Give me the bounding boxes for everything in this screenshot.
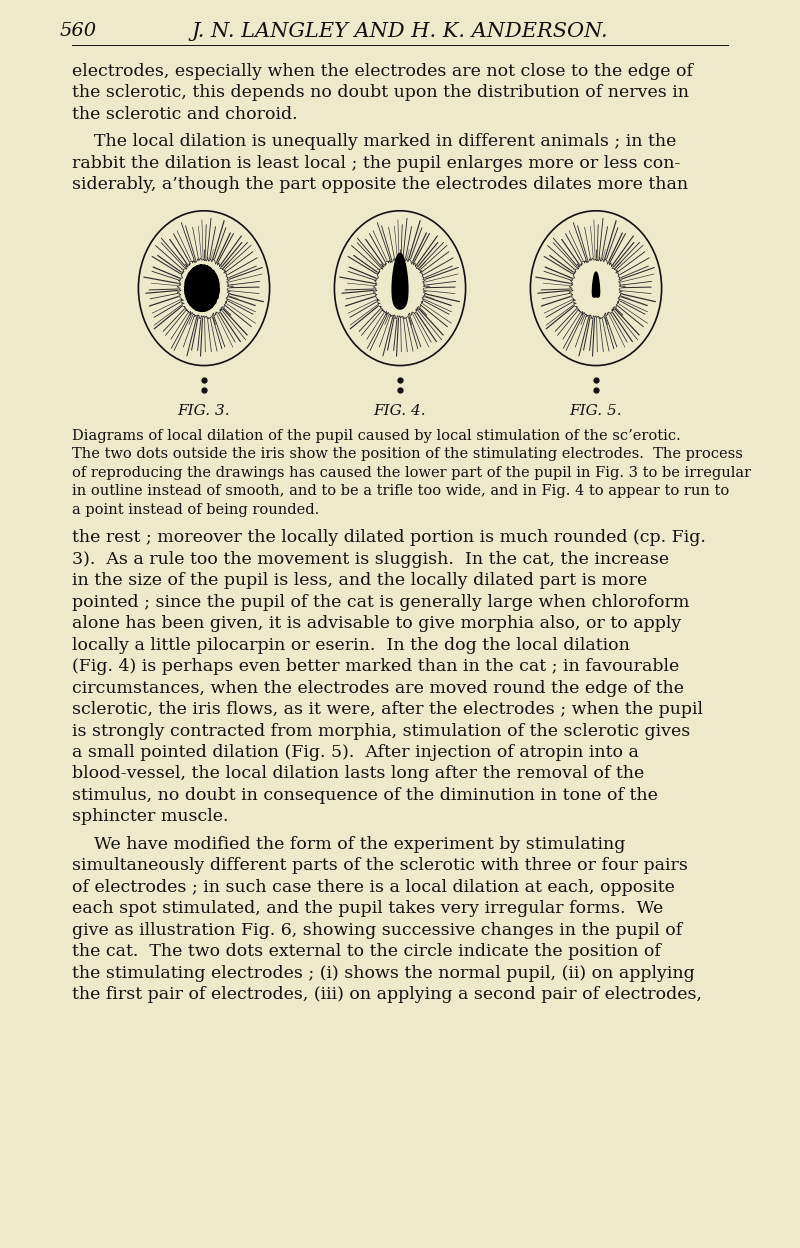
Polygon shape [392,253,408,310]
Text: in the size of the pupil is less, and the locally dilated part is more: in the size of the pupil is less, and th… [72,573,647,589]
Text: rabbit the dilation is least local ; the pupil enlarges more or less con-: rabbit the dilation is least local ; the… [72,155,680,172]
Text: electrodes, especially when the electrodes are not close to the edge of: electrodes, especially when the electrod… [72,62,693,80]
Polygon shape [373,257,426,319]
Text: The two dots outside the iris show the position of the stimulating electrodes.  : The two dots outside the iris show the p… [72,448,743,462]
Text: simultaneously different parts of the sclerotic with three or four pairs: simultaneously different parts of the sc… [72,857,688,875]
Text: sphincter muscle.: sphincter muscle. [72,809,229,825]
Text: the sclerotic and choroid.: the sclerotic and choroid. [72,106,298,124]
Text: The local dilation is unequally marked in different animals ; in the: The local dilation is unequally marked i… [72,134,676,151]
Text: FIG. 5.: FIG. 5. [570,403,622,418]
Text: locally a little pilocarpin or eserin.  In the dog the local dilation: locally a little pilocarpin or eserin. I… [72,636,630,654]
Text: give as illustration Fig. 6, showing successive changes in the pupil of: give as illustration Fig. 6, showing suc… [72,922,682,938]
Text: FIG. 3.: FIG. 3. [178,403,230,418]
Text: J. N. LANGLEY AND H. K. ANDERSON.: J. N. LANGLEY AND H. K. ANDERSON. [192,22,608,41]
Text: the first pair of electrodes, (iii) on applying a second pair of electrodes,: the first pair of electrodes, (iii) on a… [72,986,702,1003]
Text: stimulus, no doubt in consequence of the diminution in tone of the: stimulus, no doubt in consequence of the… [72,787,658,804]
Polygon shape [177,257,230,319]
Text: in outline instead of smooth, and to be a trifle too wide, and in Fig. 4 to appe: in outline instead of smooth, and to be … [72,484,730,498]
Text: of electrodes ; in such case there is a local dilation at each, opposite: of electrodes ; in such case there is a … [72,879,675,896]
Text: the sclerotic, this depends no doubt upon the distribution of nerves in: the sclerotic, this depends no doubt upo… [72,85,689,101]
Text: the stimulating electrodes ; (i) shows the normal pupil, (ii) on applying: the stimulating electrodes ; (i) shows t… [72,965,694,982]
Text: siderably, a’though the part opposite the electrodes dilates more than: siderably, a’though the part opposite th… [72,176,688,193]
Text: of reproducing the drawings has caused the lower part of the pupil in Fig. 3 to : of reproducing the drawings has caused t… [72,466,751,480]
Text: blood-vessel, the local dilation lasts long after the removal of the: blood-vessel, the local dilation lasts l… [72,765,644,782]
Text: 3).  As a rule too the movement is sluggish.  In the cat, the increase: 3). As a rule too the movement is sluggi… [72,550,669,568]
Polygon shape [569,257,622,319]
Text: sclerotic, the iris flows, as it were, after the electrodes ; when the pupil: sclerotic, the iris flows, as it were, a… [72,701,703,718]
Text: FIG. 4.: FIG. 4. [374,403,426,418]
Text: alone has been given, it is advisable to give morphia also, or to apply: alone has been given, it is advisable to… [72,615,682,633]
Text: each spot stimulated, and the pupil takes very irregular forms.  We: each spot stimulated, and the pupil take… [72,900,663,917]
Text: a point instead of being rounded.: a point instead of being rounded. [72,503,319,517]
Text: a small pointed dilation (Fig. 5).  After injection of atropin into a: a small pointed dilation (Fig. 5). After… [72,744,639,761]
Text: the rest ; moreover the locally dilated portion is much rounded (cp. Fig.: the rest ; moreover the locally dilated … [72,529,706,547]
Text: is strongly contracted from morphia, stimulation of the sclerotic gives: is strongly contracted from morphia, sti… [72,723,690,740]
Text: the cat.  The two dots external to the circle indicate the position of: the cat. The two dots external to the ci… [72,943,661,960]
Text: Diagrams of local dilation of the pupil caused by local stimulation of the sc’er: Diagrams of local dilation of the pupil … [72,429,681,443]
Polygon shape [592,272,600,297]
Text: pointed ; since the pupil of the cat is generally large when chloroform: pointed ; since the pupil of the cat is … [72,594,690,610]
Text: (Fig. 4) is perhaps even better marked than in the cat ; in favourable: (Fig. 4) is perhaps even better marked t… [72,658,679,675]
Text: 560: 560 [60,22,97,40]
Text: We have modified the form of the experiment by stimulating: We have modified the form of the experim… [72,836,626,852]
Polygon shape [185,265,219,312]
Text: circumstances, when the electrodes are moved round the edge of the: circumstances, when the electrodes are m… [72,680,684,696]
